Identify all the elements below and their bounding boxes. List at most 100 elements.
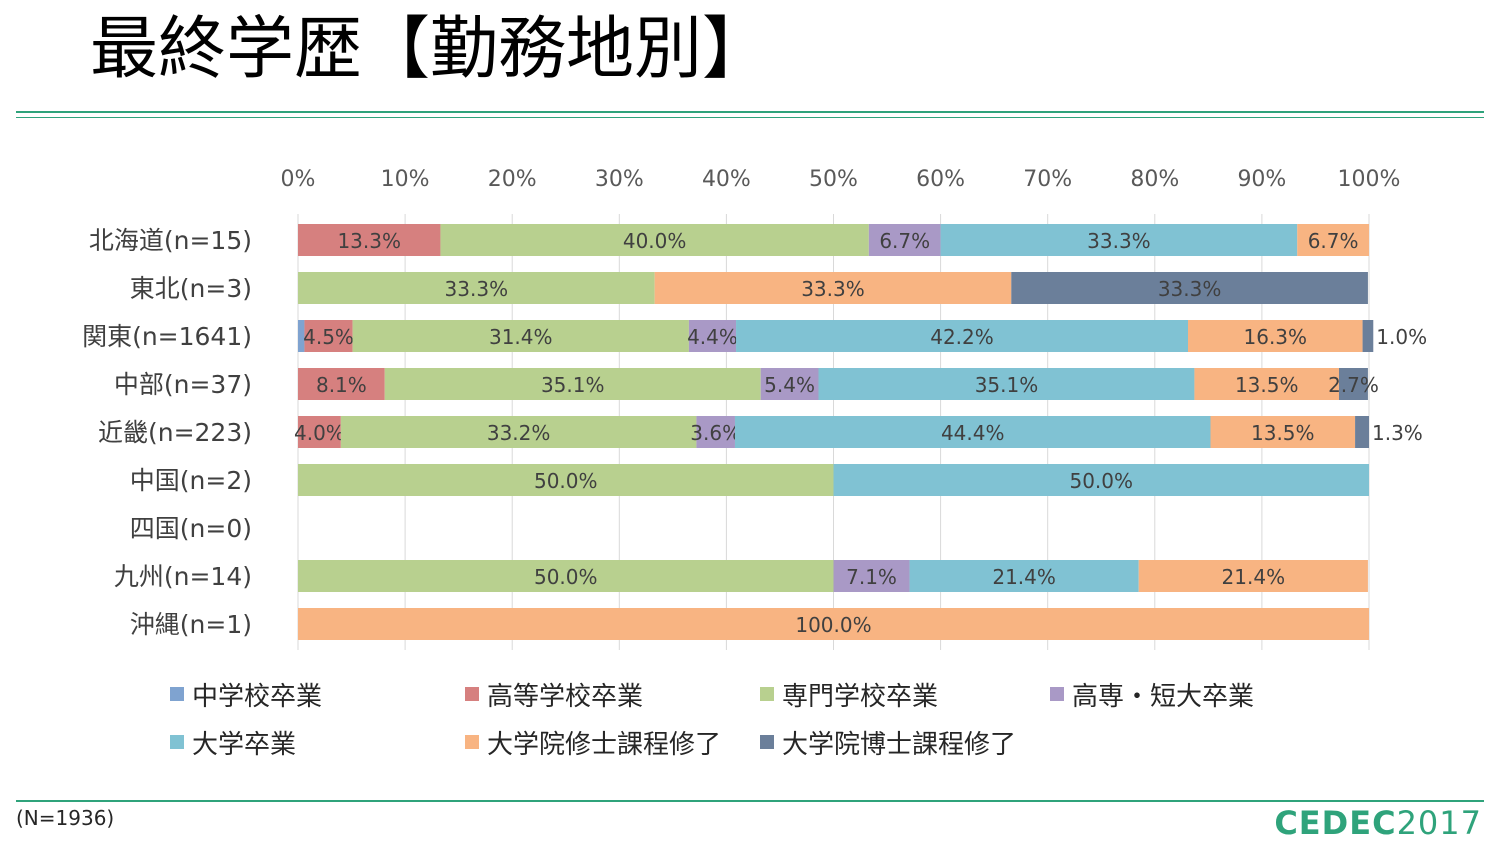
bar-segment — [833, 560, 910, 592]
bar-segment — [340, 416, 697, 448]
legend-swatch — [1050, 687, 1064, 701]
x-tick-label: 70% — [1023, 167, 1072, 192]
data-label: 44.4% — [941, 421, 1005, 445]
category-label: 中部(n=37) — [114, 370, 252, 399]
data-label: 100.0% — [795, 613, 871, 637]
data-label: 1.3% — [1372, 421, 1423, 445]
legend-label: 専門学校卒業 — [782, 681, 939, 712]
legend-item: 大学卒業 — [170, 722, 296, 762]
bar-segment — [440, 224, 869, 256]
data-label: 4.5% — [303, 325, 354, 349]
category-label: 九州(n=14) — [114, 562, 252, 591]
legend-item: 大学院修士課程修了 — [465, 722, 721, 762]
x-tick-label: 100% — [1338, 167, 1401, 192]
legend-item: 高専・短大卒業 — [1050, 674, 1254, 714]
category-label: 東北(n=3) — [130, 274, 252, 303]
category-label: 近畿(n=223) — [98, 418, 252, 447]
data-label: 13.5% — [1251, 421, 1315, 445]
bar-segment — [1355, 416, 1369, 448]
legend-item: 大学院博士課程修了 — [760, 722, 1016, 762]
bar-segment — [818, 368, 1195, 400]
data-label: 3.6% — [690, 421, 741, 445]
x-tick-label: 0% — [281, 167, 316, 192]
legend-swatch — [465, 687, 479, 701]
bar-segment — [736, 320, 1189, 352]
legend-label: 大学院修士課程修了 — [487, 729, 722, 760]
bar-segment — [1210, 416, 1356, 448]
legend-swatch — [170, 687, 184, 701]
logo-text: CEDEC — [1274, 804, 1397, 842]
bar-segment — [940, 224, 1298, 256]
bar-segment — [304, 320, 353, 352]
legend-item: 中学校卒業 — [170, 674, 322, 714]
x-tick-label: 10% — [381, 167, 430, 192]
x-tick-label: 80% — [1130, 167, 1179, 192]
bar-segment — [1138, 560, 1368, 592]
bar-segment — [1194, 368, 1340, 400]
data-label: 33.3% — [801, 277, 865, 301]
legend-item: 専門学校卒業 — [760, 674, 938, 714]
bar-segment — [654, 272, 1012, 304]
sample-size-note: (N=1936) — [16, 806, 115, 830]
legend-label: 大学院博士課程修了 — [782, 729, 1017, 760]
category-label: 関東(n=1641) — [82, 322, 252, 351]
legend-swatch — [465, 735, 479, 749]
data-label: 21.4% — [992, 565, 1056, 589]
logo-year: 2017 — [1396, 804, 1482, 842]
data-label: 13.3% — [337, 229, 401, 253]
chart-legend: 中学校卒業 高等学校卒業 専門学校卒業 高専・短大卒業大学卒業 大学院修士課程修了 大学院… — [170, 674, 1350, 764]
legend-label: 高専・短大卒業 — [1072, 681, 1255, 712]
legend-item: 高等学校卒業 — [465, 674, 643, 714]
data-label: 5.4% — [764, 373, 815, 397]
legend-swatch — [760, 735, 774, 749]
bar-segment — [909, 560, 1139, 592]
data-label: 35.1% — [541, 373, 605, 397]
cedec-logo: CEDEC2017 — [1274, 804, 1482, 842]
data-label: 1.0% — [1376, 325, 1427, 349]
x-tick-label: 30% — [595, 167, 644, 192]
data-label: 13.5% — [1235, 373, 1299, 397]
category-label: 沖縄(n=1) — [130, 610, 252, 639]
data-label: 6.7% — [1308, 229, 1359, 253]
bar-segment — [298, 416, 341, 448]
data-label: 50.0% — [1069, 469, 1133, 493]
bar-segment — [384, 368, 761, 400]
data-label: 33.3% — [1158, 277, 1222, 301]
data-label: 4.0% — [294, 421, 345, 445]
x-tick-label: 90% — [1237, 167, 1286, 192]
legend-label: 高等学校卒業 — [487, 681, 644, 712]
bar-segment — [1297, 224, 1369, 256]
data-label: 33.3% — [445, 277, 509, 301]
data-label: 2.7% — [1328, 373, 1379, 397]
data-label: 40.0% — [623, 229, 687, 253]
bar-segment — [833, 464, 1369, 496]
data-label: 42.2% — [930, 325, 994, 349]
bar-segment — [352, 320, 689, 352]
bar-segment — [696, 416, 735, 448]
x-tick-label: 40% — [702, 167, 751, 192]
bar-segment — [734, 416, 1211, 448]
bar-segment — [298, 368, 385, 400]
bar-segment — [298, 560, 834, 592]
data-label: 35.1% — [975, 373, 1039, 397]
footer-divider — [16, 800, 1484, 802]
legend-swatch — [760, 687, 774, 701]
x-tick-label: 50% — [809, 167, 858, 192]
data-label: 8.1% — [316, 373, 367, 397]
bar-segment — [298, 272, 655, 304]
data-label: 4.4% — [687, 325, 738, 349]
title-divider-thin — [16, 117, 1484, 118]
data-label: 50.0% — [534, 469, 598, 493]
data-label: 33.3% — [1087, 229, 1151, 253]
bar-segment — [298, 320, 305, 352]
category-label: 四国(n=0) — [130, 514, 252, 543]
category-label: 中国(n=2) — [130, 466, 252, 495]
data-label: 50.0% — [534, 565, 598, 589]
title-divider — [16, 111, 1484, 113]
bar-segment — [1188, 320, 1363, 352]
legend-swatch — [170, 735, 184, 749]
page-title: 最終学歴【勤務地別】 — [90, 10, 771, 89]
data-label: 7.1% — [846, 565, 897, 589]
bar-segment — [298, 464, 834, 496]
